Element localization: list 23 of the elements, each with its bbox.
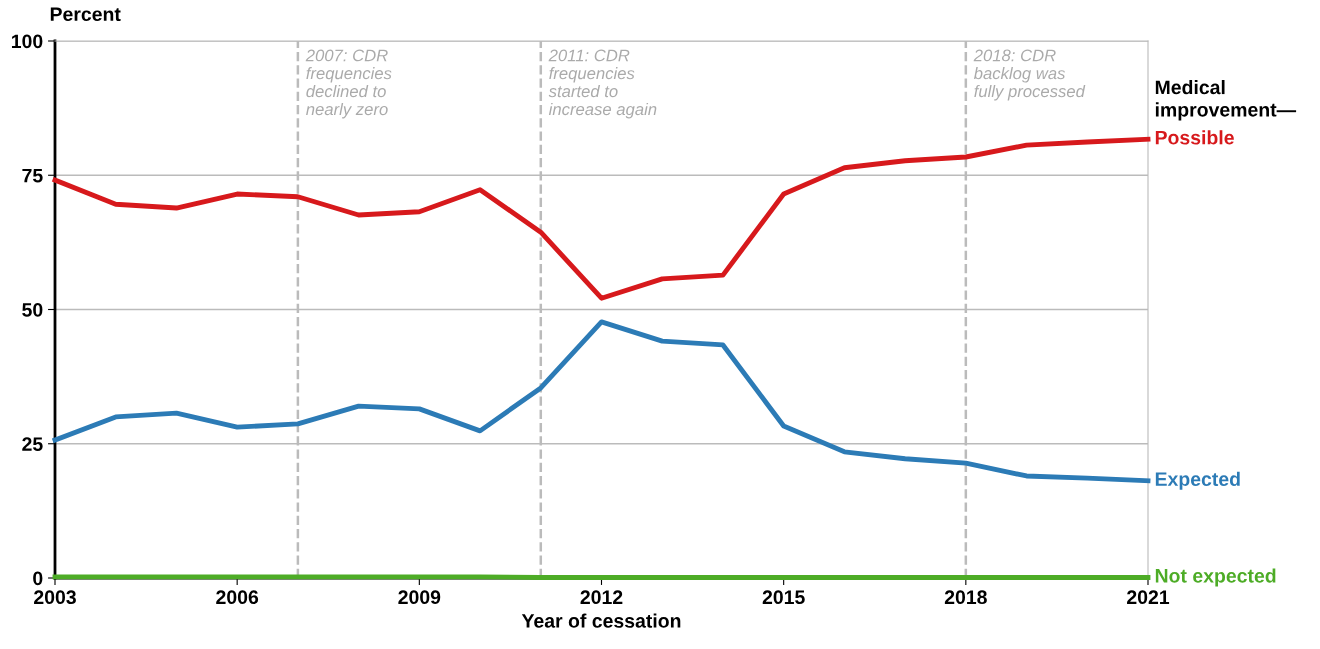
- x-tick-label: 2021: [1127, 590, 1170, 605]
- y-tick-label: 100: [11, 34, 43, 49]
- x-tick-label: 2009: [398, 590, 441, 605]
- ref-line-label: 2007: CDR frequencies declined to nearly zero: [305, 49, 392, 119]
- ref-line-label: 2018: CDR backlog was fully processed: [973, 49, 1086, 101]
- y-tick-label: 75: [22, 168, 43, 183]
- y-tick-label: 25: [22, 437, 43, 451]
- x-tick-label: 2018: [944, 590, 987, 605]
- series-label: Not expected: [1155, 568, 1276, 587]
- x-tick-label: 2003: [34, 590, 76, 605]
- series-label: Expected: [1155, 471, 1240, 490]
- x-tick-label: 2015: [762, 590, 805, 605]
- series-label: Possible: [1155, 130, 1234, 145]
- x-axis-title: Year of cessation: [521, 613, 681, 628]
- y-tick-label: 50: [22, 302, 43, 317]
- ref-line-label: 2011: CDR frequencies started to increase again: [548, 49, 657, 119]
- line-series: [52, 319, 1151, 484]
- y-axis-title: Percent: [50, 7, 121, 22]
- line-series: [52, 136, 1151, 301]
- x-tick-label: 2012: [580, 590, 623, 605]
- y-tick-label: 0: [33, 571, 43, 586]
- legend-title: Medical improvement—: [1155, 80, 1297, 121]
- x-tick-label: 2006: [216, 590, 259, 605]
